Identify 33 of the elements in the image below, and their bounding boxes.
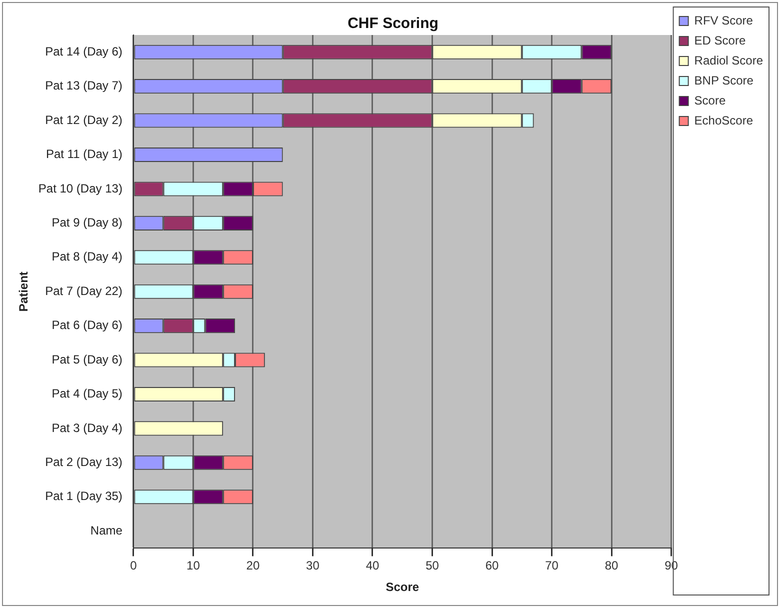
y-tick-label: Pat 13 (Day 7)	[45, 78, 122, 93]
y-tick-label: Pat 6 (Day 6)	[52, 318, 122, 332]
y-tick-label: Pat 7 (Day 22)	[45, 284, 122, 298]
x-tick-label: 0	[130, 558, 138, 573]
legend-label: RFV Score	[694, 13, 754, 28]
y-tick-label: Pat 9 (Day 8)	[52, 215, 122, 230]
y-tick-label: Pat 2 (Day 13)	[45, 454, 122, 469]
x-tick-label: 50	[426, 558, 440, 573]
y-tick-label: Pat 4 (Day 5)	[52, 386, 122, 401]
legend-label: EchoScore	[694, 113, 754, 128]
y-tick-label: Name	[90, 523, 123, 538]
y-tick-label: Pat 5 (Day 6)	[52, 352, 122, 366]
x-tick-label: 20	[246, 558, 260, 573]
chart-title: CHF Scoring	[348, 15, 438, 32]
x-axis-title: Score	[386, 580, 420, 594]
x-tick-label: 30	[306, 558, 320, 573]
legend-label: Score	[694, 93, 726, 108]
y-tick-label: Pat 14 (Day 6)	[45, 44, 122, 58]
legend-label: BNP Score	[694, 73, 754, 88]
y-tick-label: Pat 12 (Day 2)	[45, 112, 122, 127]
legend-label: ED Score	[694, 33, 746, 48]
x-tick-label: 60	[485, 558, 500, 573]
x-tick-label: 70	[545, 558, 559, 573]
x-tick-label: 10	[186, 558, 200, 573]
legend-label: Radiol Score	[694, 53, 764, 68]
y-tick-label: Pat 3 (Day 4)	[52, 420, 122, 435]
x-tick-label: 40	[366, 558, 380, 573]
y-tick-label: Pat 10 (Day 13)	[38, 181, 122, 196]
x-tick-label: 80	[604, 558, 619, 573]
y-tick-label: Pat 1 (Day 35)	[45, 489, 122, 504]
y-axis-title: Patient	[16, 272, 31, 312]
y-tick-label: Pat 11 (Day 1)	[46, 147, 122, 162]
y-tick-label: Pat 8 (Day 4)	[52, 250, 122, 264]
